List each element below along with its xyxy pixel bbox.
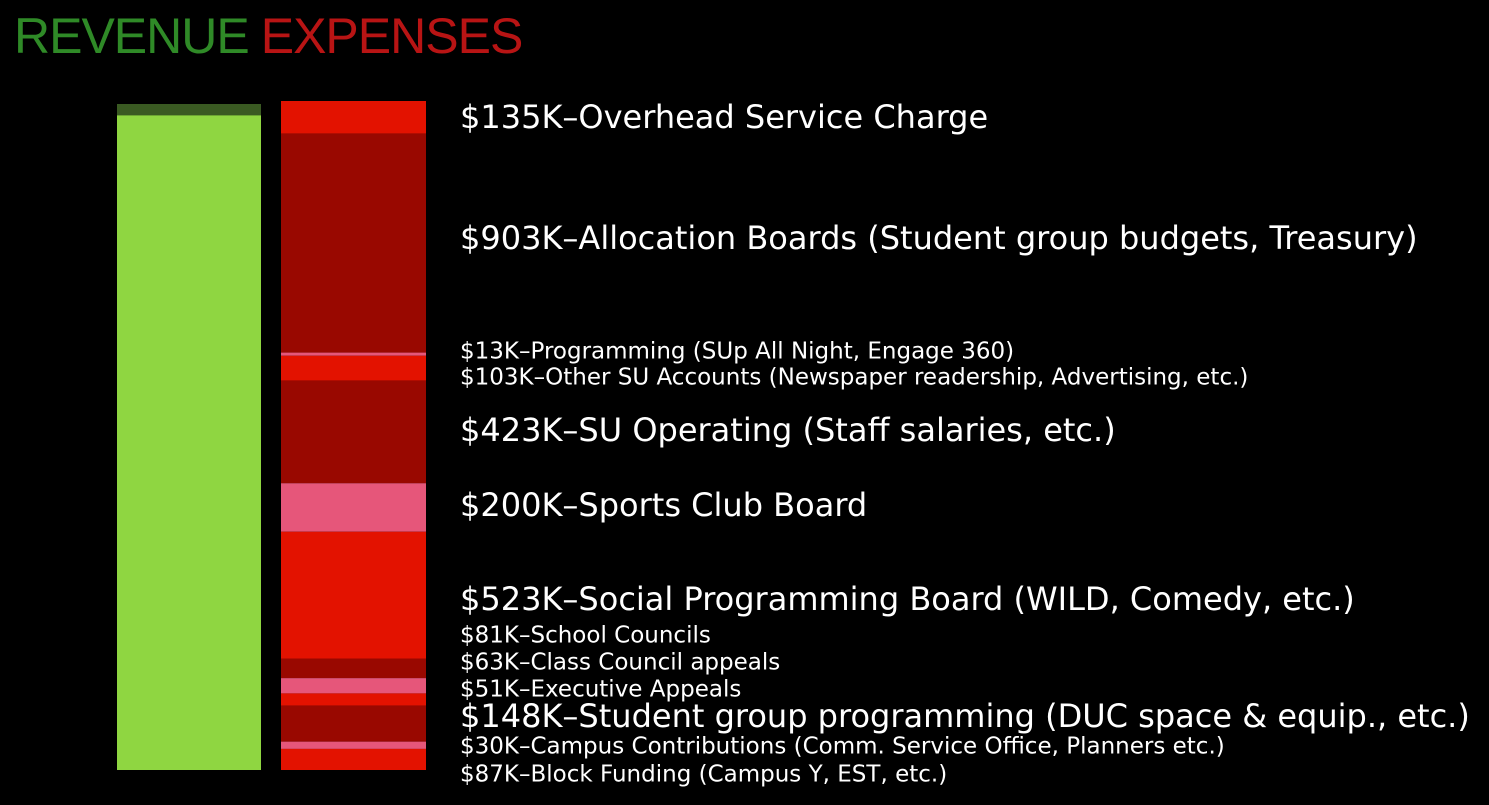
revenue-title: REVENUE	[14, 8, 250, 64]
expense-segment-1	[281, 101, 426, 134]
expense-segment-6	[281, 483, 426, 532]
expense-label-9: $63K–Class Council appeals	[460, 650, 780, 676]
expense-segment-11	[281, 705, 426, 742]
revenue-bar	[117, 115, 261, 770]
expense-label-11: $148K–Student group programming (DUC spa…	[460, 697, 1470, 735]
expense-segment-10	[281, 693, 426, 706]
expenses-title: EXPENSES	[260, 8, 524, 64]
expense-label-6: $200K–Sports Club Board	[460, 486, 867, 524]
expense-label-12: $30K–Campus Contributions (Comm. Service…	[460, 734, 1225, 760]
expense-label-13: $87K–Block Funding (Campus Y, EST, etc.)	[460, 762, 947, 788]
expense-segment-8	[281, 658, 426, 679]
expense-segment-12	[281, 741, 426, 749]
expense-labels: $135K–Overhead Service Charge $903K–Alloc…	[460, 98, 1470, 788]
expense-segment-4	[281, 355, 426, 381]
expense-label-5: $423K–SU Operating (Staff salaries, etc.…	[460, 411, 1116, 449]
expense-label-3: $13K–Programming (SUp All Night, Engage …	[460, 339, 1014, 365]
revenue-bar-cap	[117, 104, 261, 116]
expense-label-2: $903K–Allocation Boards (Student group b…	[460, 219, 1418, 257]
expense-label-8: $81K–School Councils	[460, 623, 711, 649]
expense-bar-group	[281, 101, 426, 770]
expense-segment-7	[281, 531, 426, 659]
expense-label-7: $523K–Social Programming Board (WILD, Co…	[460, 580, 1355, 618]
chart-title: REVENUE EXPENSES	[14, 6, 524, 66]
expense-segment-2	[281, 133, 426, 353]
expense-label-4: $103K–Other SU Accounts (Newspaper reade…	[460, 365, 1248, 391]
expense-label-10: $51K–Executive Appeals	[460, 677, 741, 703]
expense-segment-9	[281, 678, 426, 694]
expense-label-1: $135K–Overhead Service Charge	[460, 98, 988, 136]
expense-segment-13	[281, 748, 426, 770]
revenue-bar-group	[117, 104, 261, 770]
expense-segment-5	[281, 380, 426, 484]
expense-segment-3	[281, 352, 426, 356]
